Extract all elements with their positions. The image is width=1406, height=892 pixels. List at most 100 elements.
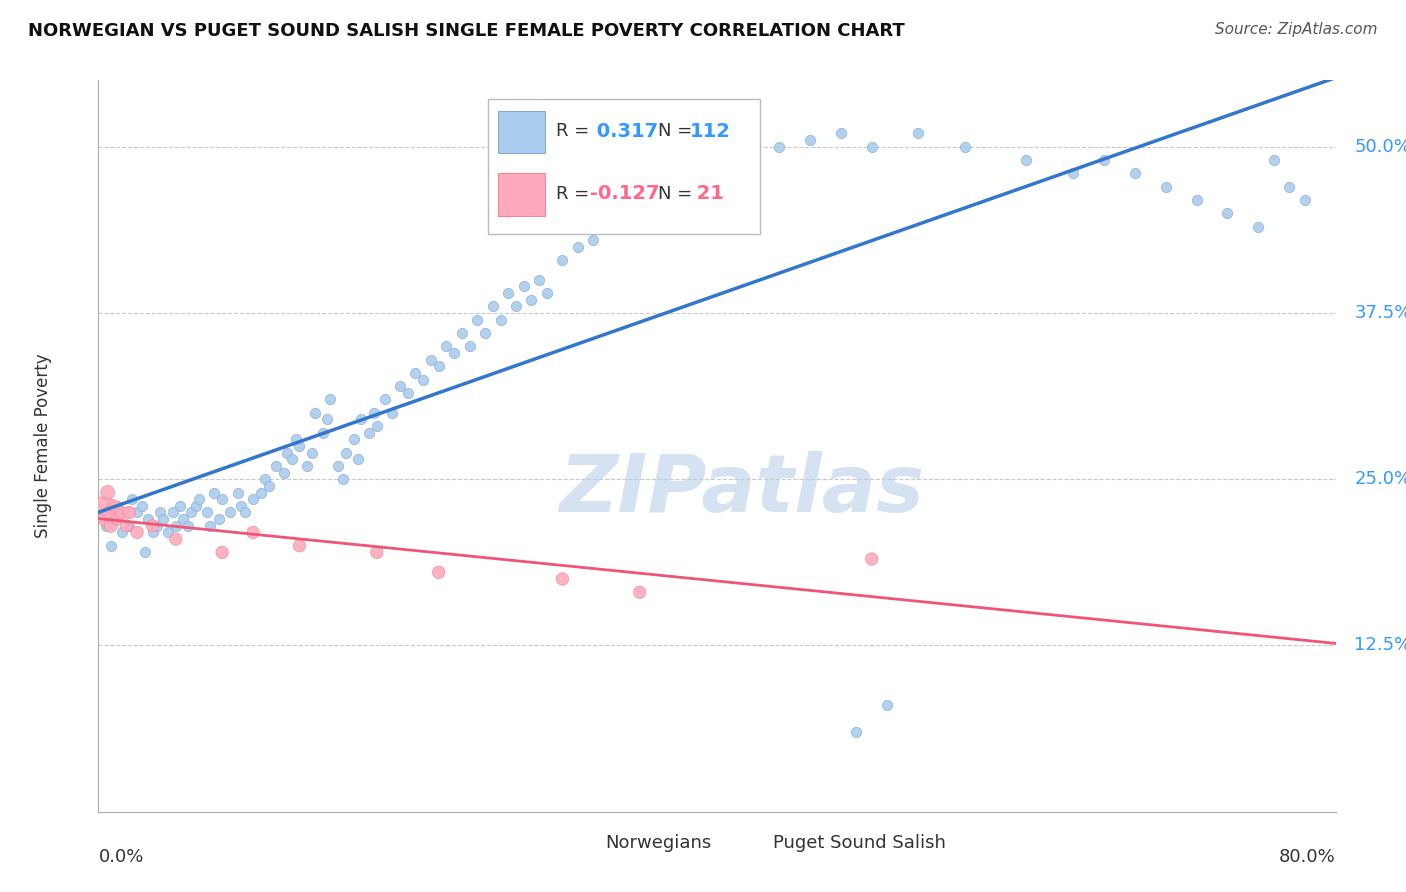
- Point: [111, 525, 132, 540]
- Point: [96, 518, 118, 533]
- Point: [103, 512, 125, 526]
- Point: [419, 352, 441, 367]
- Point: [281, 452, 304, 467]
- FancyBboxPatch shape: [562, 829, 598, 859]
- Point: [165, 518, 187, 533]
- Point: [381, 406, 404, 420]
- Point: [105, 512, 128, 526]
- Text: Norwegians: Norwegians: [606, 834, 711, 852]
- Point: [136, 512, 159, 526]
- Point: [211, 545, 233, 559]
- Point: [628, 585, 651, 599]
- Point: [115, 506, 138, 520]
- Point: [254, 472, 277, 486]
- Point: [242, 525, 264, 540]
- Point: [845, 725, 868, 739]
- Point: [121, 492, 143, 507]
- Point: [184, 499, 207, 513]
- Point: [264, 458, 288, 473]
- Text: 112: 112: [690, 122, 731, 141]
- Text: 25.0%: 25.0%: [1354, 470, 1406, 488]
- Point: [357, 425, 380, 440]
- Point: [628, 206, 651, 220]
- Point: [481, 299, 505, 313]
- Point: [131, 499, 153, 513]
- Point: [489, 312, 512, 326]
- Point: [343, 433, 366, 447]
- Point: [301, 445, 323, 459]
- Point: [388, 379, 412, 393]
- Point: [347, 452, 370, 467]
- Point: [876, 698, 898, 713]
- Point: [105, 499, 128, 513]
- Point: [1216, 206, 1239, 220]
- Point: [304, 406, 326, 420]
- Point: [366, 545, 388, 559]
- Point: [830, 127, 852, 141]
- Point: [474, 326, 496, 340]
- Point: [1015, 153, 1038, 167]
- Point: [97, 485, 120, 500]
- Point: [1247, 219, 1270, 234]
- Point: [520, 293, 543, 307]
- Point: [860, 552, 883, 566]
- Point: [276, 445, 298, 459]
- Point: [195, 506, 218, 520]
- Text: 37.5%: 37.5%: [1354, 304, 1406, 322]
- Point: [529, 273, 551, 287]
- Point: [1185, 193, 1208, 207]
- FancyBboxPatch shape: [730, 829, 763, 859]
- Point: [111, 506, 132, 520]
- Point: [134, 545, 156, 559]
- Point: [100, 518, 122, 533]
- Point: [1062, 166, 1084, 180]
- Point: [319, 392, 342, 407]
- Text: NORWEGIAN VS PUGET SOUND SALISH SINGLE FEMALE POVERTY CORRELATION CHART: NORWEGIAN VS PUGET SOUND SALISH SINGLE F…: [28, 22, 905, 40]
- Point: [513, 279, 536, 293]
- Point: [498, 286, 520, 301]
- Point: [288, 539, 311, 553]
- Point: [157, 525, 180, 540]
- Text: ZIPatlas: ZIPatlas: [560, 450, 924, 529]
- Text: N =: N =: [658, 122, 697, 140]
- Point: [208, 512, 231, 526]
- Point: [443, 346, 465, 360]
- Point: [141, 518, 165, 533]
- Point: [412, 372, 434, 386]
- Point: [907, 127, 929, 141]
- Point: [363, 406, 385, 420]
- Text: -0.127: -0.127: [589, 184, 659, 203]
- Point: [405, 366, 427, 380]
- FancyBboxPatch shape: [498, 173, 546, 216]
- Point: [551, 572, 574, 586]
- Text: Source: ZipAtlas.com: Source: ZipAtlas.com: [1215, 22, 1378, 37]
- Point: [467, 312, 489, 326]
- Point: [316, 412, 339, 426]
- Text: Puget Sound Salish: Puget Sound Salish: [773, 834, 946, 852]
- Point: [860, 140, 883, 154]
- Point: [165, 532, 187, 546]
- Point: [149, 506, 172, 520]
- Point: [127, 506, 149, 520]
- Point: [1263, 153, 1285, 167]
- Text: 80.0%: 80.0%: [1279, 848, 1336, 866]
- Text: N =: N =: [658, 185, 697, 202]
- Text: R =: R =: [557, 122, 595, 140]
- Point: [100, 539, 122, 553]
- Point: [1278, 179, 1301, 194]
- Point: [1154, 179, 1177, 194]
- Point: [706, 140, 728, 154]
- Point: [172, 512, 194, 526]
- Point: [551, 252, 574, 267]
- Point: [505, 299, 527, 313]
- Point: [250, 485, 273, 500]
- Text: 21: 21: [690, 184, 724, 203]
- Point: [799, 133, 821, 147]
- Point: [96, 512, 118, 526]
- Point: [152, 512, 174, 526]
- Point: [180, 506, 202, 520]
- Point: [177, 518, 200, 533]
- Point: [103, 499, 125, 513]
- FancyBboxPatch shape: [498, 111, 546, 153]
- Point: [326, 458, 350, 473]
